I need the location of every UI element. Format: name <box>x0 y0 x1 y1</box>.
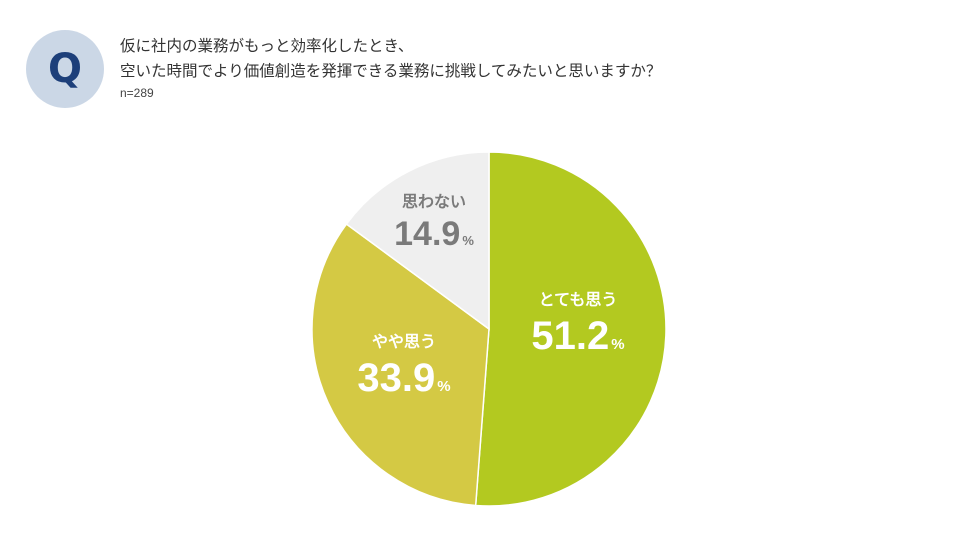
pie-slice-label: やや思う <box>372 332 436 351</box>
question-text-line-1: 仮に社内の業務がもっと効率化したとき、 <box>120 37 414 55</box>
pie-slice-1 <box>474 151 667 507</box>
question-block: 仮に社内の業務がもっと効率化したとき、 空いた時間でより価値創造を発揮できる業務… <box>120 34 940 101</box>
sample-size: n=289 <box>120 86 154 100</box>
question-badge: Q <box>26 30 104 108</box>
question-badge-letter: Q <box>47 46 82 92</box>
pie-slice-2 <box>311 223 490 507</box>
pie-slice-value: 33.9% <box>357 356 450 400</box>
pie-slice-value: 51.2% <box>531 314 624 358</box>
pie-slice-value: 14.9% <box>394 215 474 253</box>
pie-slice-label: 思わない <box>402 192 466 211</box>
pie-slice-label: とても思う <box>539 290 618 309</box>
pie-slice-3 <box>345 151 490 331</box>
question-text-line-2: 空いた時間でより価値創造を発揮できる業務に挑戦してみたいと思いますか？ <box>120 62 662 80</box>
